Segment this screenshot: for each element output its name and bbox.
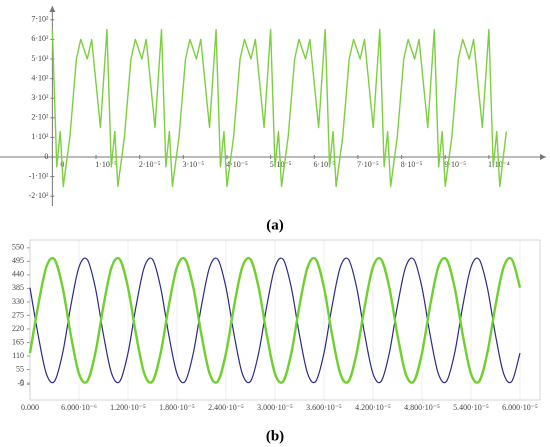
y-tick-label: 7·10² [31, 15, 49, 24]
y-tick-label: 2·10² [31, 113, 49, 122]
x-tick-label: 2·10⁻⁵ [139, 160, 161, 169]
y-tick-label: 550 [12, 243, 24, 252]
x-tick-label: 6.000·10⁻⁵ [502, 403, 538, 412]
x-tick-label: 1·10⁻⁵ [95, 160, 117, 169]
y-tick-label: 440 [12, 270, 24, 279]
y-tick-label: 4·10² [31, 73, 49, 82]
x-tick-label: 6.000·10⁻⁶ [61, 403, 97, 412]
x-tick-label: 4.200·10⁻⁵ [355, 403, 391, 412]
x-tick-label: 8·10⁻⁵ [401, 160, 423, 169]
y-tick-label: 220 [12, 324, 24, 333]
y-tick-label: 0 [20, 378, 24, 387]
x-tick-label: 4·10⁻⁵ [226, 160, 248, 169]
x-tick-label: 6·10⁻⁵ [313, 160, 335, 169]
x-tick-label: 0.000 [21, 403, 39, 412]
x-tick-label: 2.400·10⁻⁵ [208, 403, 244, 412]
x-tick-label: 1.800·10⁻⁵ [159, 403, 195, 412]
subplot-label: (a) [266, 217, 284, 233]
x-tick-label: 3·10⁻⁵ [182, 160, 204, 169]
y-tick-label: 55 [16, 364, 24, 373]
data-line [28, 256, 522, 384]
x-tick-label: 3.000·10⁻⁵ [257, 403, 293, 412]
y-tick-label: 275 [12, 310, 24, 319]
y-tick-label: 110 [12, 351, 24, 360]
x-tick-label: 1.200·10⁻⁵ [110, 403, 146, 412]
y-tick-label: -2·10² [29, 191, 49, 200]
data-line [51, 28, 508, 188]
y-tick-label: 165 [12, 337, 24, 346]
y-tick-label: 495 [12, 256, 24, 265]
y-tick-label: 6·10² [31, 34, 49, 43]
y-tick-label: -1·10² [29, 171, 49, 180]
y-tick-label: 330 [12, 297, 24, 306]
x-tick-label: 7·10⁻⁵ [357, 160, 379, 169]
x-tick-label: 3.600·10⁻⁵ [306, 403, 342, 412]
y-tick-label: 0 [44, 152, 48, 161]
x-tick-label: 4.800·10⁻⁵ [404, 403, 440, 412]
subplot-label: (b) [266, 428, 284, 444]
y-tick-label: 3·10² [31, 93, 49, 102]
y-tick-label: 385 [12, 283, 24, 292]
y-tick-label: 1·10² [31, 132, 49, 141]
y-tick-label: -5 [17, 379, 24, 388]
y-tick-label: 5·10² [31, 54, 49, 63]
data-line [29, 257, 521, 384]
x-tick-label: 9·10⁻⁵ [444, 160, 466, 169]
plot-frame [29, 239, 541, 401]
x-tick-label: 5.400·10⁻⁵ [453, 403, 489, 412]
